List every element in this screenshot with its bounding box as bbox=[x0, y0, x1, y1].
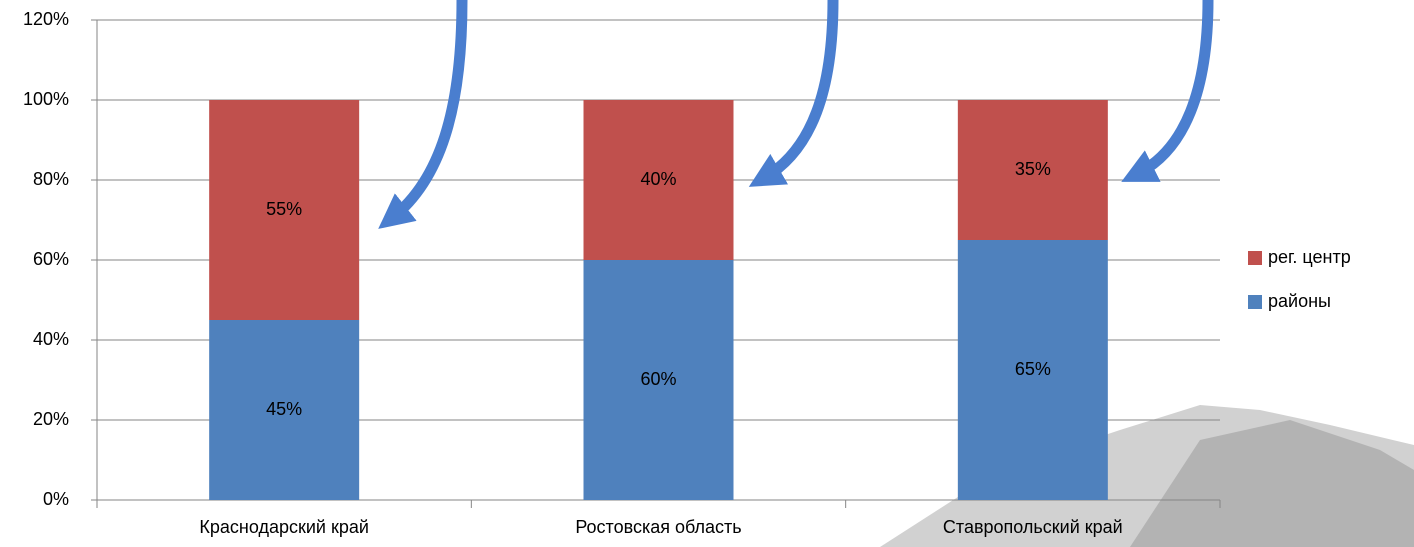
data-label: 65% bbox=[1015, 359, 1051, 379]
background-mountain bbox=[1130, 420, 1414, 547]
y-tick-label: 100% bbox=[23, 89, 69, 109]
bar-segment bbox=[957, 240, 1108, 500]
data-label: 60% bbox=[640, 369, 676, 389]
bar-segment bbox=[957, 100, 1108, 240]
arrows bbox=[378, 0, 1214, 229]
y-tick-label: 40% bbox=[33, 329, 69, 349]
y-tick-label: 20% bbox=[33, 409, 69, 429]
x-tick-label: Ставропольский край bbox=[943, 517, 1123, 537]
bar-segment bbox=[583, 100, 734, 260]
arrow bbox=[378, 0, 468, 229]
data-label: 55% bbox=[266, 199, 302, 219]
y-tick-label: 80% bbox=[33, 169, 69, 189]
legend: рег. центр районы bbox=[1248, 247, 1351, 311]
legend-swatch bbox=[1248, 251, 1262, 265]
legend-label: районы bbox=[1268, 291, 1331, 311]
x-tick-label: Краснодарский край bbox=[199, 517, 369, 537]
y-tick-label: 60% bbox=[33, 249, 69, 269]
bar-segment bbox=[209, 100, 360, 320]
plot-area: 0% 20% 40% 60% 80% 100% 120% Краснодарский край… bbox=[23, 9, 1221, 537]
arrow bbox=[1121, 0, 1214, 182]
bar-segment bbox=[583, 260, 734, 500]
data-label: 40% bbox=[640, 169, 676, 189]
bar-segment bbox=[209, 320, 360, 500]
y-tick-label: 120% bbox=[23, 9, 69, 29]
legend-label: рег. центр bbox=[1268, 247, 1351, 267]
y-tick-label: 0% bbox=[43, 489, 69, 509]
x-tick-label: Ростовская область bbox=[575, 517, 741, 537]
data-label: 35% bbox=[1015, 159, 1051, 179]
data-label: 45% bbox=[266, 399, 302, 419]
legend-swatch bbox=[1248, 295, 1262, 309]
arrow bbox=[748, 0, 839, 187]
